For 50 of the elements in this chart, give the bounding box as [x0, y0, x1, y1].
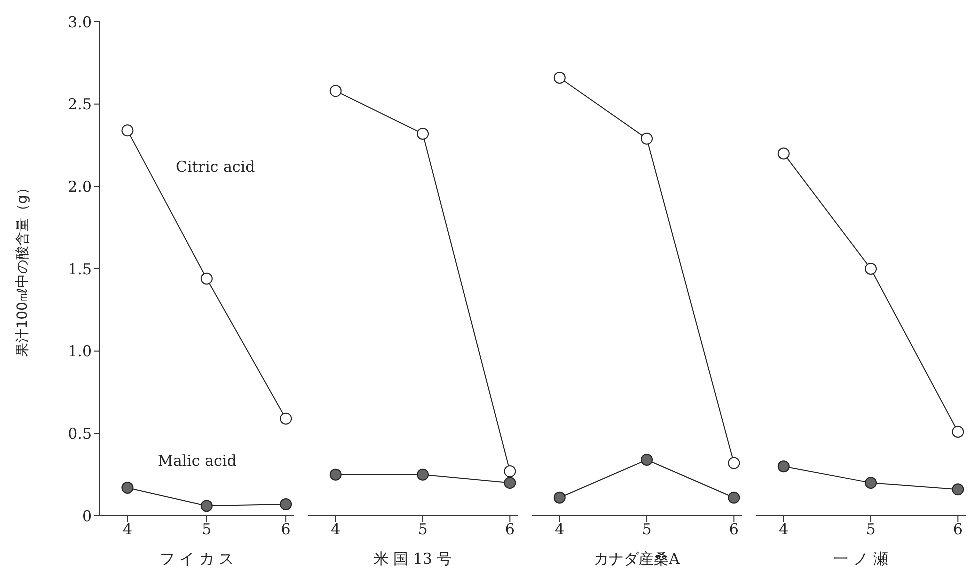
point: [504, 477, 516, 490]
point: [554, 72, 566, 84]
point: [417, 128, 430, 140]
point: [122, 124, 134, 137]
point: [641, 454, 654, 466]
x-axis-title: カナダ産桑A: [594, 550, 680, 568]
annotation: Malic acid: [158, 452, 237, 470]
point: [122, 482, 134, 494]
x-tick-label: 5: [866, 520, 876, 539]
x-tick-label: 5: [202, 520, 212, 539]
y-tick-label: 3.0: [68, 13, 92, 32]
point: [504, 466, 516, 478]
point: [330, 468, 342, 481]
y-tick-label: 1.0: [68, 342, 92, 361]
point: [280, 412, 292, 425]
x-tick-label: 6: [281, 520, 291, 539]
x-axis-title: 一 ノ 瀬: [834, 550, 888, 568]
point: [330, 85, 342, 98]
x-axis-title: 米 国 13 号: [374, 550, 452, 568]
x-tick-label: 4: [555, 520, 565, 539]
y-axis-title: 果汁100㎖中の酸含量（g）: [14, 181, 31, 357]
point: [417, 468, 430, 481]
point: [728, 492, 740, 504]
x-tick-label: 4: [779, 520, 789, 539]
y-tick-label: 0.5: [68, 424, 92, 443]
point: [728, 457, 740, 470]
y-tick-label: 0: [82, 507, 92, 526]
point: [200, 500, 213, 512]
point: [200, 272, 213, 285]
point: [778, 460, 790, 473]
x-tick-label: 5: [642, 520, 652, 539]
point: [952, 484, 964, 496]
x-tick-label: 4: [122, 520, 132, 539]
x-tick-label: 6: [729, 520, 739, 539]
x-tick-label: 5: [418, 520, 428, 539]
point: [641, 132, 654, 145]
point: [778, 148, 790, 160]
point: [865, 263, 878, 275]
annotation: Citric acid: [176, 158, 256, 176]
x-tick-label: 6: [505, 520, 515, 539]
x-axis-title: フ イ カ ス: [160, 550, 234, 568]
x-tick-label: 6: [953, 520, 963, 539]
y-tick-label: 1.5: [68, 260, 92, 278]
point: [280, 498, 292, 510]
y-tick-label: 2.0: [68, 178, 92, 196]
point: [952, 426, 964, 438]
point: [554, 492, 566, 504]
point: [865, 477, 878, 490]
x-tick-label: 4: [331, 520, 341, 539]
y-tick-label: 2.5: [68, 96, 92, 114]
